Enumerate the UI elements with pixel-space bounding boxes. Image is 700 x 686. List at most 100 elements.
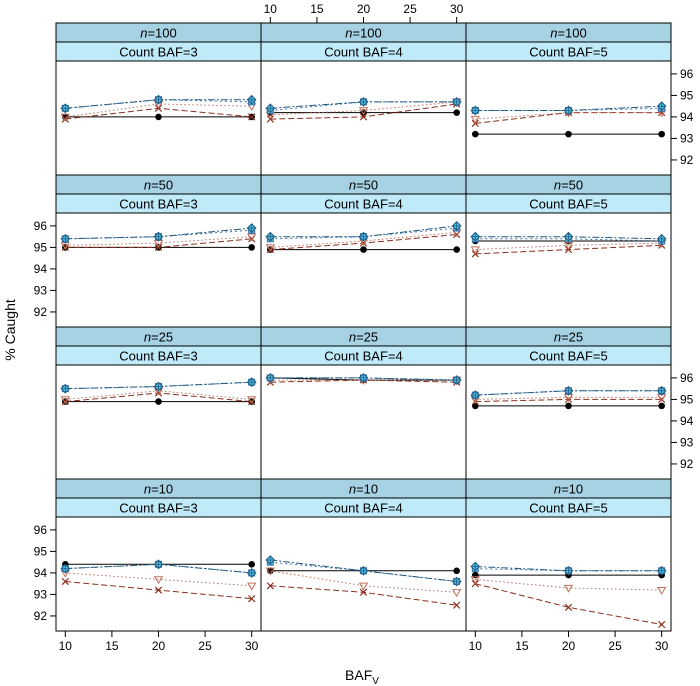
series-s3 [470, 239, 667, 255]
series-line [270, 227, 457, 240]
x-axis-label-main: BAF [345, 667, 372, 683]
strip-count-label: Count BAF=4 [324, 349, 402, 364]
series-s5 [470, 561, 667, 576]
strip-n-value: =100 [352, 26, 381, 41]
panel: n=10 Count BAF=3 [55, 478, 262, 632]
data-point-cross [267, 556, 274, 564]
strip-count-label: Count BAF=4 [324, 45, 402, 60]
data-point [155, 398, 162, 405]
data-point [247, 233, 257, 242]
strip-n-label: n=25 [144, 330, 173, 345]
data-point-cross [565, 387, 572, 395]
data-point [658, 402, 665, 410]
y-tick-label: 93 [680, 131, 694, 145]
data-point [358, 582, 369, 591]
data-point [266, 582, 274, 590]
data-point-cross [453, 376, 460, 384]
x-tick-label: 25 [403, 2, 417, 16]
data-point-cross [360, 374, 367, 382]
strip-count-label: Count BAF=3 [119, 501, 197, 516]
series-s1 [62, 398, 255, 405]
data-point [453, 109, 460, 116]
panel-frame [465, 212, 672, 328]
data-point [61, 577, 69, 586]
x-tick-label: 30 [655, 639, 669, 653]
data-point [153, 576, 164, 585]
strip-n-symbol: n [144, 482, 151, 497]
data-point-cross [267, 105, 274, 112]
strip-n-symbol: n [140, 26, 147, 41]
series-line [65, 236, 252, 246]
panel: n=10 Count BAF=5 [465, 478, 672, 632]
data-point [453, 246, 460, 253]
y-axis-right: 92 93 94 95 96 [671, 67, 694, 167]
series-s3 [60, 569, 257, 591]
series-s2 [471, 580, 666, 629]
y-axis-left: 92 93 94 95 96 [34, 219, 56, 319]
y-tick-label: 94 [680, 110, 694, 124]
strip-count-label: Count BAF=5 [529, 349, 607, 364]
series-s1 [267, 246, 460, 253]
panel-frame [465, 364, 672, 480]
series-line [475, 568, 662, 572]
y-tick-label: 95 [34, 240, 48, 254]
data-point [472, 571, 479, 579]
data-point-cross [658, 235, 665, 243]
x-axis-top: 10 15 20 25 30 [264, 2, 464, 23]
data-point [565, 402, 572, 410]
data-point-cross [453, 578, 460, 585]
strip-n-label: n=50 [349, 178, 378, 193]
y-tick-label: 94 [680, 414, 694, 428]
strip-n-label: n=100 [345, 26, 382, 41]
panel: n=10 Count BAF=4 [260, 478, 467, 632]
data-point-cross [360, 98, 367, 106]
data-point [60, 113, 70, 122]
strip-n-symbol: n [349, 482, 356, 497]
x-tick-label: 30 [245, 639, 259, 653]
series-line [475, 578, 662, 591]
strip-n-symbol: n [349, 178, 356, 193]
data-point [563, 242, 574, 251]
data-point [358, 107, 369, 116]
x-tick-label: 20 [357, 2, 371, 16]
data-point-cross [360, 567, 367, 574]
data-point-cross [62, 385, 69, 392]
x-tick-label: 20 [152, 639, 166, 653]
y-axis-left: 92 93 94 95 96 [34, 523, 56, 623]
series-line [65, 572, 252, 587]
panel-frame [260, 60, 467, 176]
strip-n-value: =100 [147, 26, 176, 41]
data-point [658, 130, 665, 138]
y-tick-label: 93 [34, 587, 48, 601]
strip-n-symbol: n [554, 482, 561, 497]
data-point-cross [453, 222, 460, 230]
data-point [155, 113, 162, 121]
data-point [470, 246, 480, 255]
series-s5 [60, 94, 257, 114]
x-axis-bottom: 10 15 20 25 30 [59, 631, 259, 653]
series-s5 [265, 220, 462, 242]
strip-count-label: Count BAF=5 [529, 501, 607, 516]
y-tick-label: 92 [680, 153, 694, 167]
x-tick-label: 25 [198, 639, 212, 653]
data-point-cross [453, 98, 460, 106]
data-point-cross [155, 561, 162, 568]
strip-n-value: =10 [356, 482, 378, 497]
x-tick-label: 10 [59, 639, 73, 653]
data-point-cross [267, 374, 274, 382]
y-tick-label: 93 [680, 435, 694, 449]
series-s3 [265, 567, 462, 598]
strip-n-label: n=25 [554, 330, 583, 345]
y-tick-label: 96 [680, 371, 694, 385]
data-point [265, 244, 275, 253]
series-line [270, 101, 457, 116]
series-s5 [265, 372, 462, 385]
y-tick-label: 92 [34, 609, 48, 623]
x-tick-label: 10 [469, 639, 483, 653]
data-point-cross [472, 233, 479, 240]
strip-n-symbol: n [144, 178, 151, 193]
panel: n=25 Count BAF=3 [55, 326, 262, 480]
data-point [359, 588, 368, 596]
